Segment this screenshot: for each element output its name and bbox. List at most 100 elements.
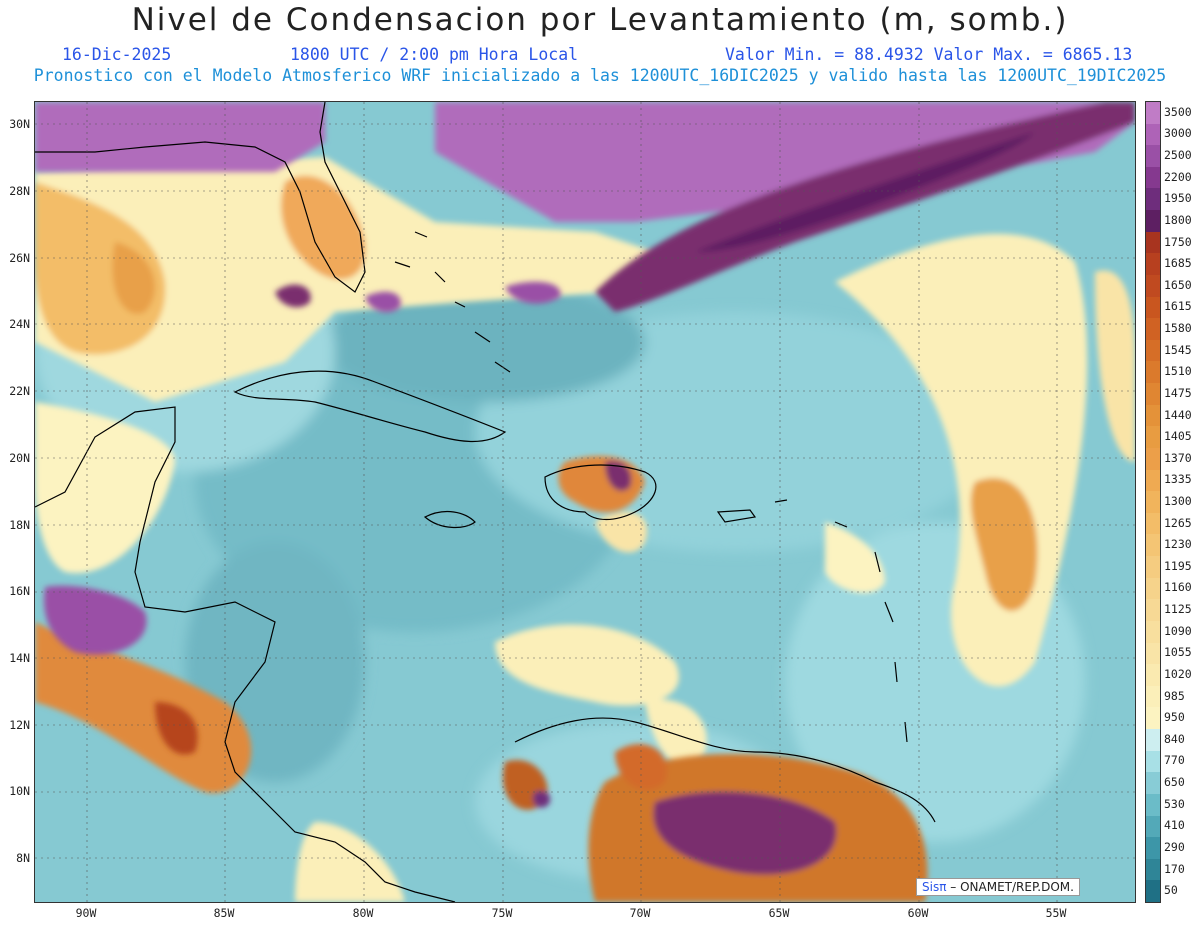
map-panel [34,101,1136,903]
lat-label-18n: 18N [9,518,30,532]
colorbar-label: 1750 [1164,234,1192,249]
colorbar-swatch [1146,123,1160,146]
colorbar-swatch [1146,188,1160,211]
colorbar-swatch [1146,274,1160,298]
colorbar-label: 950 [1164,710,1185,725]
colorbar-label: 1580 [1164,321,1192,336]
colorbar-label: 1125 [1164,602,1192,617]
colorbar-swatch [1146,729,1160,752]
lat-label-16n: 16N [9,584,30,598]
colorbar-label: 1615 [1164,299,1192,314]
lat-label-24n: 24N [9,317,30,331]
lat-label-12n: 12N [9,718,30,732]
colorbar-swatch [1146,339,1160,362]
colorbar-swatch [1146,642,1160,665]
lon-label-90w: 90W [75,906,97,920]
coastlines [35,102,936,902]
colorbar-label: 410 [1164,818,1185,833]
credit-text: – ONAMET/REP.DOM. [950,880,1074,894]
colorbar-label: 1510 [1164,364,1192,379]
colorbar-swatch [1146,599,1160,622]
value-range: Valor Min. = 88.4932 Valor Max. = 6865.1… [725,45,1133,64]
colorbar-swatch [1146,556,1160,579]
colorbar-swatch [1146,880,1160,903]
colorbar-swatch [1146,512,1160,535]
forecast-time: 1800 UTC / 2:00 pm Hora Local [290,45,579,64]
sis-logo-text: Sisπ [922,880,947,894]
lat-label-20n: 20N [9,451,30,465]
colorbar-label: 1230 [1164,537,1192,552]
colorbar-swatch [1146,447,1160,471]
colorbar-label: 50 [1164,883,1178,898]
colorbar-label: 3500 [1164,104,1192,119]
high-lcl-northern-band [35,102,1135,313]
high-lcl-south-america [503,743,928,902]
graticule [35,102,1135,902]
colorbar-swatch [1146,102,1160,125]
colorbar-swatch [1146,577,1160,600]
colorbar-swatch [1146,231,1160,254]
colorbar-label: 3000 [1164,126,1192,141]
colorbar-swatch [1146,145,1160,168]
colorbar-swatch [1146,685,1160,708]
colorbar-swatch [1146,253,1160,276]
lcl-field-map [35,102,1135,902]
colorbar-swatch [1146,361,1160,384]
colorbar-swatch [1146,707,1160,730]
colorbar-swatch [1146,858,1160,881]
colorbar-label: 770 [1164,753,1185,768]
colorbar-label: 1020 [1164,666,1192,681]
lon-label-65w: 65W [768,906,790,920]
credit-box: Sisπ – ONAMET/REP.DOM. [916,878,1080,896]
colorbar-label: 1370 [1164,450,1192,465]
colorbar-label: 650 [1164,775,1185,790]
colorbar-swatch [1146,837,1160,860]
low-lcl-areas [35,157,1135,902]
colorbar-label: 290 [1164,839,1185,854]
lat-label-22n: 22N [9,384,30,398]
colorbar-label: 1545 [1164,342,1192,357]
colorbar-label: 1950 [1164,191,1192,206]
colorbar-label: 1090 [1164,623,1192,638]
lon-label-75w: 75W [491,906,513,920]
colorbar-label: 2500 [1164,148,1192,163]
lat-label-14n: 14N [9,651,30,665]
colorbar-label: 1335 [1164,472,1192,487]
lon-label-80w: 80W [352,906,374,920]
colorbar-label: 1440 [1164,407,1192,422]
colorbar-swatch [1146,815,1160,838]
colorbar-swatch [1146,296,1160,319]
colorbar-label: 1300 [1164,494,1192,508]
chart-title: Nivel de Condensacion por Levantamiento … [131,2,1069,38]
lat-label-26n: 26N [9,251,30,265]
model-run-info: Pronostico con el Modelo Atmosferico WRF… [33,66,1167,85]
colorbar-swatch [1146,750,1160,773]
lat-label-30n: 30N [9,117,30,131]
colorbar-swatch [1146,664,1160,687]
colorbar-swatch [1146,620,1160,644]
colorbar-label: 1685 [1164,256,1192,271]
colorbar-swatch [1146,426,1160,449]
forecast-date: 16-Dic-2025 [62,45,172,64]
colorbar-label: 530 [1164,796,1185,811]
lon-label-85w: 85W [213,906,235,920]
colorbar-label: 1405 [1164,429,1192,444]
lon-label-55w: 55W [1045,906,1067,920]
colorbar-swatch [1146,534,1160,557]
high-lcl-hispaniola [558,456,645,513]
colorbar-label: 1650 [1164,277,1192,292]
lat-label-8n: 8N [16,851,30,865]
lon-label-60w: 60W [907,906,929,920]
colorbar [1145,101,1161,903]
colorbar-label: 1800 [1164,212,1192,227]
colorbar-label: 840 [1164,731,1185,746]
colorbar-swatch [1146,404,1160,427]
colorbar-swatch [1146,469,1160,492]
colorbar-swatch [1146,166,1160,189]
lat-label-10n: 10N [9,784,30,798]
lat-label-28n: 28N [9,184,30,198]
colorbar-label: 985 [1164,688,1185,703]
colorbar-label: 1475 [1164,385,1192,400]
colorbar-label: 170 [1164,861,1185,876]
colorbar-label: 1055 [1164,645,1192,660]
